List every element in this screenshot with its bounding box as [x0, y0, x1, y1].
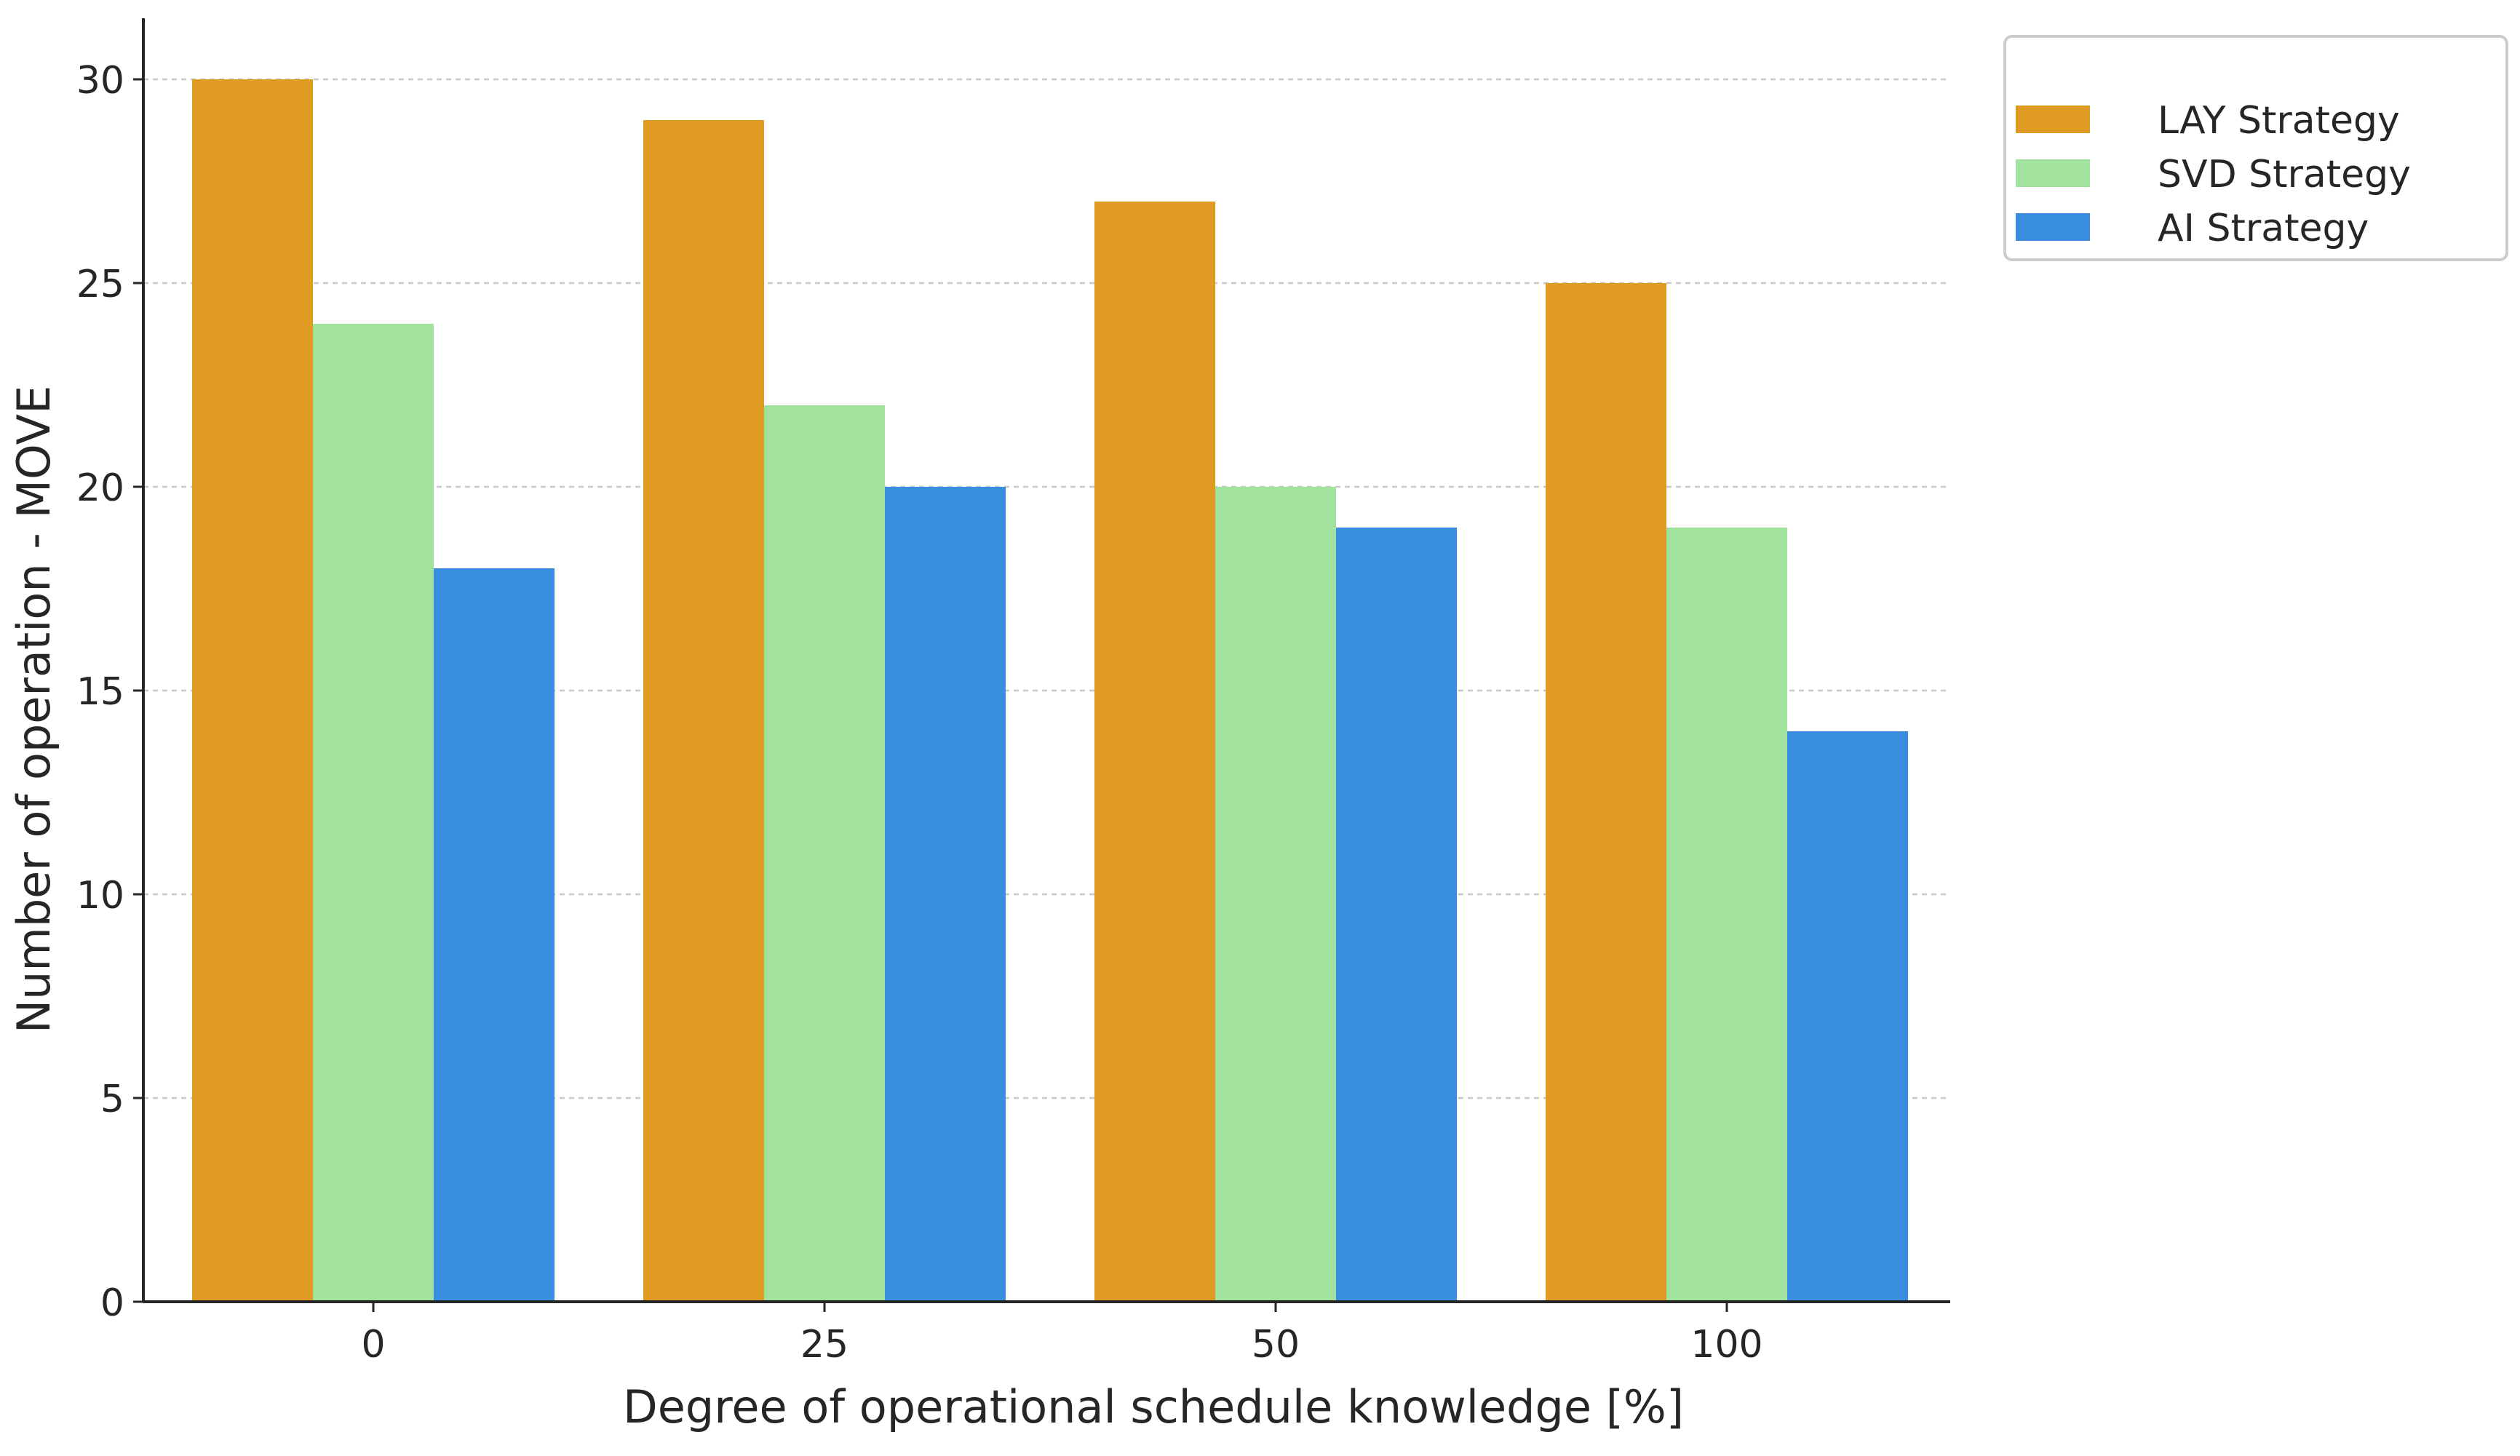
x-tick-label: 100 — [1690, 1323, 1762, 1367]
legend: LAY Strategy SVD Strategy AI Strategy — [2003, 35, 2508, 261]
bars — [192, 79, 1908, 1302]
bar-svd-strategy-25 — [764, 405, 885, 1302]
legend-swatch-ai-strategy — [2016, 213, 2090, 241]
y-tick-label: 0 — [100, 1281, 124, 1325]
bar-lay-strategy-50 — [1094, 202, 1215, 1302]
legend-swatch-lay-strategy — [2016, 106, 2090, 133]
x-tick-label: 0 — [361, 1323, 385, 1367]
legend-frame — [2003, 35, 2508, 261]
legend-label: LAY Strategy — [2158, 99, 2400, 143]
x-tick-label: 50 — [1252, 1323, 1300, 1367]
y-tick-label: 5 — [100, 1078, 124, 1121]
bar-lay-strategy-100 — [1546, 283, 1666, 1302]
axes — [142, 18, 1950, 1303]
x-axis-label: Degree of operational schedule knowledge… — [623, 1380, 1684, 1433]
legend-swatch-svd-strategy — [2016, 159, 2090, 187]
y-tick-label: 25 — [76, 263, 124, 306]
bar-ai-strategy-0 — [434, 568, 555, 1302]
bar-svd-strategy-100 — [1666, 528, 1787, 1302]
y-tick-label: 20 — [76, 466, 124, 510]
bar-lay-strategy-0 — [192, 79, 313, 1302]
bar-svd-strategy-50 — [1215, 487, 1336, 1302]
legend-label: AI Strategy — [2158, 207, 2369, 250]
bar-ai-strategy-100 — [1787, 731, 1908, 1302]
bar-ai-strategy-25 — [885, 487, 1006, 1302]
y-tick-label: 30 — [76, 59, 124, 103]
y-axis-label: Number of operation - MOVE — [7, 386, 60, 1034]
bar-svd-strategy-0 — [313, 324, 434, 1302]
y-tick-label: 15 — [76, 670, 124, 714]
ticks: 0 5 10 15 20 25 30 0 25 50 100 — [76, 59, 1763, 1367]
bar-ai-strategy-50 — [1336, 528, 1457, 1302]
x-tick-label: 25 — [800, 1323, 848, 1367]
bar-lay-strategy-25 — [643, 120, 764, 1302]
y-tick-label: 10 — [76, 874, 124, 918]
legend-label: SVD Strategy — [2158, 153, 2411, 196]
